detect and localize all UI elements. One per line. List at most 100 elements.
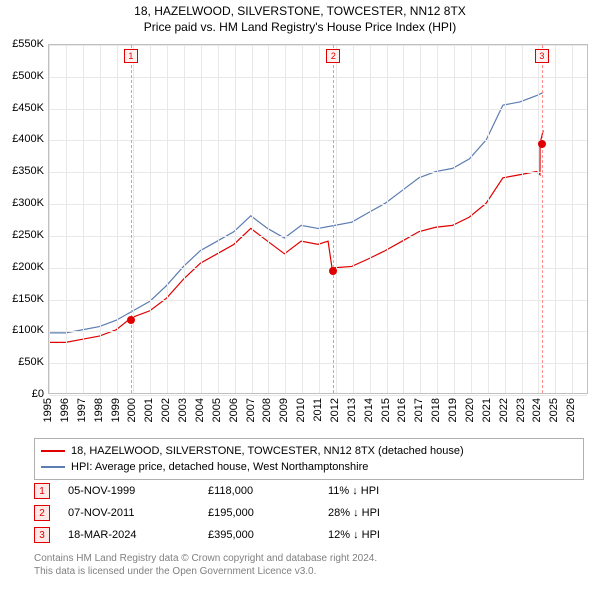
x-axis-tick-label: 2026 <box>565 398 577 422</box>
gridline-vertical <box>403 45 404 393</box>
legend-label: HPI: Average price, detached house, West… <box>71 461 368 473</box>
gridline-vertical <box>370 45 371 393</box>
marker-row: 1 05-NOV-1999£118,00011% ↓ HPI <box>34 480 584 502</box>
gridline-vertical <box>353 45 354 393</box>
x-axis-tick-label: 2015 <box>380 398 392 422</box>
gridline-vertical <box>117 45 118 393</box>
y-axis-tick-label: £150K <box>12 293 44 305</box>
legend-item: HPI: Average price, detached house, West… <box>41 459 577 475</box>
footer-line-2: This data is licensed under the Open Gov… <box>34 565 377 578</box>
x-axis-tick-label: 2002 <box>160 398 172 422</box>
x-axis-tick-label: 2006 <box>228 398 240 422</box>
gridline-vertical <box>387 45 388 393</box>
footer-line-1: Contains HM Land Registry data © Crown c… <box>34 552 377 565</box>
x-axis-tick-label: 1995 <box>42 398 54 422</box>
gridline-horizontal <box>49 77 587 78</box>
gridline-horizontal <box>49 395 587 396</box>
marker-pct: 11% ↓ HPI <box>328 485 448 497</box>
marker-row: 2 07-NOV-2011£195,00028% ↓ HPI <box>34 502 584 524</box>
gridline-vertical <box>285 45 286 393</box>
title-block: 18, HAZELWOOD, SILVERSTONE, TOWCESTER, N… <box>0 0 600 34</box>
marker-vertical-line <box>333 45 334 393</box>
x-axis-tick-label: 2004 <box>194 398 206 422</box>
marker-row: 318-MAR-2024£395,00012% ↓ HPI <box>34 524 584 546</box>
marker-dot <box>538 140 546 148</box>
x-axis-tick-label: 2011 <box>312 398 324 422</box>
gridline-horizontal <box>49 204 587 205</box>
marker-date: 05-NOV-1999 <box>68 485 208 497</box>
chart-svg <box>49 45 587 393</box>
x-axis-tick-label: 2021 <box>481 398 493 422</box>
legend-color-swatch <box>41 466 65 468</box>
gridline-horizontal <box>49 363 587 364</box>
marker-table: 1 05-NOV-1999£118,00011% ↓ HPI 2 07-NOV-201… <box>34 480 584 546</box>
x-axis-tick-label: 2025 <box>548 398 560 422</box>
x-axis-tick-label: 2013 <box>346 398 358 422</box>
chart-subtitle: Price paid vs. HM Land Registry's House … <box>0 20 600 34</box>
gridline-vertical <box>66 45 67 393</box>
x-axis-tick-label: 2020 <box>464 398 476 422</box>
x-axis-tick-label: 1997 <box>76 398 88 422</box>
gridline-vertical <box>538 45 539 393</box>
gridline-vertical <box>572 45 573 393</box>
x-axis-tick-label: 2010 <box>295 398 307 422</box>
gridline-vertical <box>201 45 202 393</box>
chart-plot-area: 123 <box>48 44 588 394</box>
y-axis-tick-label: £550K <box>12 38 44 50</box>
y-axis-tick-label: £200K <box>12 261 44 273</box>
y-axis-tick-label: £50K <box>18 356 44 368</box>
x-axis-tick-label: 2022 <box>498 398 510 422</box>
gridline-vertical <box>336 45 337 393</box>
x-axis-tick-label: 1998 <box>93 398 105 422</box>
gridline-horizontal <box>49 300 587 301</box>
x-axis-tick-label: 2008 <box>261 398 273 422</box>
gridline-horizontal <box>49 331 587 332</box>
x-axis-tick-label: 1999 <box>110 398 122 422</box>
marker-price: £195,000 <box>208 507 328 519</box>
marker-date: 07-NOV-2011 <box>68 507 208 519</box>
gridline-vertical <box>302 45 303 393</box>
x-axis-tick-label: 2017 <box>413 398 425 422</box>
y-axis-tick-label: £250K <box>12 229 44 241</box>
series-line-hpi <box>49 92 543 332</box>
gridline-vertical <box>133 45 134 393</box>
x-axis-tick-label: 2016 <box>396 398 408 422</box>
gridline-vertical <box>555 45 556 393</box>
marker-row-badge: 1 <box>34 483 50 499</box>
gridline-vertical <box>235 45 236 393</box>
y-axis-tick-label: £100K <box>12 324 44 336</box>
marker-row-badge: 2 <box>34 505 50 521</box>
marker-badge: 1 <box>124 49 138 63</box>
marker-pct: 28% ↓ HPI <box>328 507 448 519</box>
x-axis-tick-label: 2009 <box>278 398 290 422</box>
x-axis-tick-label: 2024 <box>531 398 543 422</box>
x-axis-tick-label: 2005 <box>211 398 223 422</box>
gridline-horizontal <box>49 236 587 237</box>
marker-price: £118,000 <box>208 485 328 497</box>
gridline-vertical <box>100 45 101 393</box>
gridline-vertical <box>454 45 455 393</box>
x-axis-tick-label: 2018 <box>430 398 442 422</box>
x-axis-tick-label: 1996 <box>59 398 71 422</box>
gridline-vertical <box>167 45 168 393</box>
gridline-horizontal <box>49 140 587 141</box>
gridline-vertical <box>488 45 489 393</box>
gridline-vertical <box>218 45 219 393</box>
x-axis-tick-label: 2000 <box>126 398 138 422</box>
gridline-horizontal <box>49 109 587 110</box>
marker-vertical-line <box>131 45 132 393</box>
gridline-vertical <box>184 45 185 393</box>
gridline-vertical <box>49 45 50 393</box>
gridline-vertical <box>437 45 438 393</box>
marker-pct: 12% ↓ HPI <box>328 529 448 541</box>
marker-badge: 2 <box>326 49 340 63</box>
y-axis-tick-label: £300K <box>12 197 44 209</box>
marker-dot <box>329 267 337 275</box>
chart-title: 18, HAZELWOOD, SILVERSTONE, TOWCESTER, N… <box>0 4 600 18</box>
marker-price: £395,000 <box>208 529 328 541</box>
x-axis-tick-label: 2019 <box>447 398 459 422</box>
legend-color-swatch <box>41 450 65 452</box>
x-axis-tick-label: 2007 <box>245 398 257 422</box>
footer-attribution: Contains HM Land Registry data © Crown c… <box>34 552 377 578</box>
y-axis-tick-label: £450K <box>12 102 44 114</box>
